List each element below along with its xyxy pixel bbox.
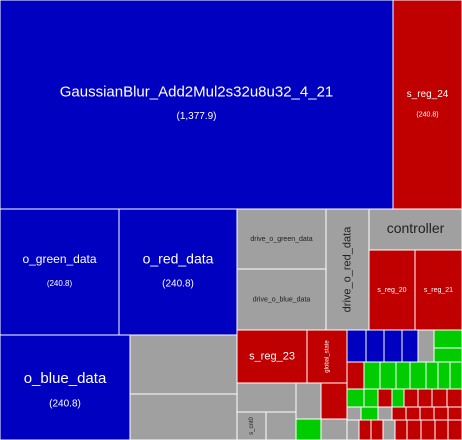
cell-small-22	[449, 361, 462, 390]
cell-small-30	[446, 388, 462, 408]
cell-label-s-reg-24: s_reg_24	[407, 89, 449, 100]
cell-small-29	[431, 388, 448, 408]
cell-small-9	[417, 329, 435, 363]
cell-small-1	[129, 393, 238, 440]
cell-label-controller: controller	[387, 220, 445, 236]
cell-small-45	[420, 419, 436, 440]
cell-small-42	[382, 419, 396, 440]
cell-small-37	[433, 406, 449, 421]
cell-drive-o-green-data	[236, 208, 327, 270]
cell-value-o-red-data: (240.8)	[162, 279, 194, 290]
cell-o-blue-data	[0, 334, 131, 440]
cell-small-36	[419, 406, 435, 421]
cell-small-38	[447, 406, 462, 421]
cell-small-3	[295, 382, 322, 420]
cell-s-reg-24	[392, 0, 462, 210]
cell-small-20	[425, 361, 439, 390]
cell-controller	[368, 208, 462, 251]
cell-value-gaussianblur-add2mul2s32u8u32-4-21: (1,377.9)	[176, 111, 216, 122]
cell-small-33	[377, 406, 393, 421]
cell-value-s-reg-24: (240.8)	[416, 111, 438, 118]
cell-small-14	[320, 418, 348, 440]
cell-s-reg-21	[414, 249, 462, 331]
cell-small-15	[346, 361, 365, 390]
cell-small-2	[236, 382, 297, 413]
cell-small-34	[391, 406, 407, 421]
cell-small-13	[295, 418, 322, 440]
cell-small-31	[346, 406, 362, 421]
cell-small-24	[363, 388, 379, 408]
cell-small-11	[433, 347, 462, 363]
cell-small-28	[417, 388, 433, 408]
cell-small-10	[433, 329, 462, 349]
cell-small-6	[365, 329, 385, 363]
cell-label-drive-o-blue-data: drive_o_blue_data	[253, 296, 311, 303]
cell-value-o-green-data: (240.8)	[47, 279, 73, 288]
cell-s-reg-20	[368, 249, 416, 331]
cell-drive-o-blue-data	[236, 268, 327, 331]
cell-o-red-data	[118, 208, 238, 336]
cell-small-47	[447, 419, 462, 440]
cell-small-8	[401, 329, 419, 363]
cell-label-o-blue-data: o_blue_data	[24, 370, 107, 387]
cell-small-19	[409, 361, 427, 390]
cell-small-12	[320, 382, 348, 420]
cell-small-0	[129, 334, 238, 395]
cell-label-drive-o-green-data: drive_o_green_data	[250, 236, 312, 243]
cell-small-21	[437, 361, 451, 390]
cell-small-26	[391, 388, 405, 408]
cell-small-17	[379, 361, 397, 390]
cell-small-27	[403, 388, 419, 408]
cell-small-39	[346, 419, 360, 440]
cell-small-32	[360, 406, 379, 421]
cell-drive-o-red-data	[325, 208, 370, 331]
cell-label-s-cnt0: s_cnt0	[249, 417, 255, 435]
cell-small-46	[434, 419, 449, 440]
cell-label-drive-o-red-data: drive_o_red_data	[341, 226, 353, 313]
cell-small-41	[370, 419, 384, 440]
cell-small-5	[346, 329, 367, 363]
cell-label-s-reg-21: s_reg_21	[424, 287, 453, 294]
cell-label-o-green-data: o_green_data	[22, 252, 96, 266]
cell-small-4	[265, 411, 297, 440]
cell-small-16	[363, 361, 381, 390]
cell-label-gaussianblur-add2mul2s32u8u32-4-21: GaussianBlur_Add2Mul2s32u8u32_4_21	[60, 83, 334, 100]
cell-label-o-red-data: o_red_data	[143, 251, 214, 267]
cell-small-18	[395, 361, 411, 390]
cell-small-23	[346, 388, 365, 408]
cell-small-43	[394, 419, 408, 440]
cell-o-green-data	[0, 208, 120, 336]
cell-small-35	[405, 406, 421, 421]
cell-global-state	[306, 329, 348, 384]
cell-label-s-reg-23: s_reg_23	[249, 350, 295, 362]
cell-small-40	[358, 419, 372, 440]
cell-small-44	[406, 419, 422, 440]
cell-label-global-state: global_state	[325, 340, 331, 373]
cell-small-7	[383, 329, 403, 363]
cell-small-25	[377, 388, 393, 408]
cell-label-s-reg-20: s_reg_20	[377, 287, 406, 294]
cell-gaussianblur-add2mul2s32u8u32-4-21	[0, 0, 394, 210]
cell-value-o-blue-data: (240.8)	[49, 399, 81, 410]
